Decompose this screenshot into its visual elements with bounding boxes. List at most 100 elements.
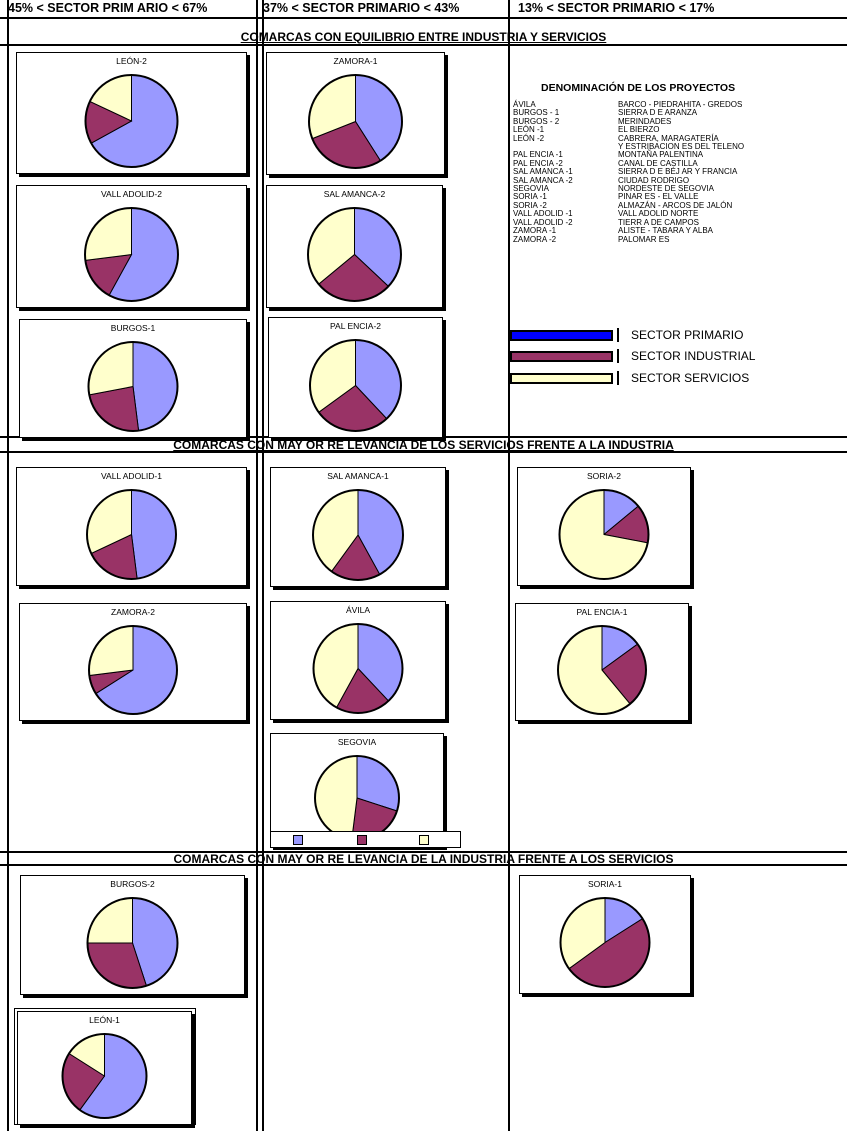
pie-title: PAL ENCIA-1: [576, 607, 628, 617]
legend-name: MERINDADES: [618, 116, 672, 126]
pie-title: ZAMORA-1: [333, 56, 378, 66]
pie-chart-segovia: SEGOVIA: [270, 733, 444, 847]
pie-title: LEÓN-2: [116, 56, 147, 66]
legend-name: ALMAZÁN - ARCOS DE JALÓN: [618, 200, 733, 210]
pie-title: SEGOVIA: [337, 737, 377, 747]
legend-code: SORIA -1: [513, 192, 547, 202]
pie-outline: [312, 489, 404, 581]
legend-names: BARCO - PIEDRAHITA - GREDOS SIERRA D E AR…: [618, 100, 745, 244]
pie-slice-servicios: [88, 625, 134, 677]
legend-title: DENOMINACIÓN DE LOS PROYECTOS: [541, 82, 736, 94]
pie-chart-avila: ÁVILA: [270, 601, 446, 720]
pie-slice-servicios: [314, 755, 358, 841]
legend-code: ZAMORA -1: [513, 226, 557, 236]
grid-line: [0, 864, 847, 866]
pie-svg: [84, 207, 179, 302]
section-title-servicios: COMARCAS CON MAY OR RE LEVANCIA DE LOS S…: [173, 438, 674, 452]
header-col-2: 37% < SECTOR PRIMARIO < 43%: [263, 1, 460, 15]
pie-svg: [88, 625, 178, 715]
legend-codes: ÁVILA BURGOS - 1 BURGOS - 2 LEÓN -1 LEÓN -2 …: [513, 100, 573, 244]
pie-title: LEÓN-1: [89, 1015, 120, 1025]
legend-name: ALISTE - TABARA Y ALBA: [618, 226, 714, 236]
legend-name: CIUDAD RODRIGO: [618, 175, 690, 185]
pie-svg: [312, 489, 404, 581]
pie-title: SAL AMANCA-1: [327, 471, 389, 481]
legend-name: BARCO - PIEDRAHITA - GREDOS: [618, 100, 743, 109]
legend-code: LEÓN -2: [513, 133, 545, 143]
grid-line: [0, 451, 847, 453]
pie-title: VALL ADOLID-2: [101, 189, 162, 199]
legend-name: SIERRA D E BÉJ AR Y FRANCIA: [618, 167, 738, 177]
pie-chart-zamora-2: ZAMORA-2: [19, 603, 247, 721]
grid-line: [256, 0, 258, 1131]
pie-title: ZAMORA-2: [111, 607, 155, 617]
grid-line: [262, 0, 264, 1131]
pie-svg: [86, 489, 177, 580]
legend-code: VALL ADOLID -1: [513, 209, 573, 219]
mini-legend-servicios: [419, 835, 429, 845]
legend-code: ÁVILA: [513, 100, 536, 109]
pie-title: SAL AMANCA-2: [323, 189, 386, 199]
pie-title: VALL ADOLID-1: [101, 471, 162, 481]
legend-name: EL BIERZO: [618, 125, 660, 135]
grid-line: [508, 0, 510, 1131]
legend-name: PALOMAR ES: [618, 234, 670, 244]
pie-outline: [308, 74, 403, 169]
header-col-1: 45% < SECTOR PRIM ARIO < 67%: [8, 1, 208, 15]
legend-tick: [617, 349, 619, 363]
legend-label-primario: SECTOR PRIMARIO: [631, 328, 744, 342]
pie-chart-zamora-1: ZAMORA-1: [266, 52, 445, 175]
pie-title: BURGOS-2: [110, 879, 155, 889]
pie-outline: [558, 489, 650, 580]
pie-chart-salamanca-2: SAL AMANCA-2: [266, 185, 443, 308]
legend-code: PAL ENCIA -2: [513, 158, 563, 168]
legend-name: Y ESTRIBACION ES DEL TELENO: [618, 142, 745, 152]
pie-svg: [84, 74, 179, 168]
mini-legend-primario: [293, 835, 303, 845]
pie-outline: [312, 623, 404, 714]
legend-name: SIERRA D E ARANZA: [618, 108, 698, 118]
pie-svg: [307, 207, 402, 302]
pie-title: BURGOS-1: [110, 323, 156, 333]
legend-code: SAL AMANCA -2: [513, 175, 573, 185]
pie-outline: [87, 341, 179, 432]
legend-name: MONTAÑA PALENTINA: [618, 150, 704, 160]
pie-svg: [309, 339, 402, 432]
pie-chart-leon-2: LEÓN-2: [16, 52, 247, 174]
pie-chart-burgos-2: BURGOS-2: [20, 875, 245, 995]
mini-legend-industrial: [357, 835, 367, 845]
pie-outline: [88, 625, 178, 715]
legend-code: LEÓN -1: [513, 125, 545, 135]
pie-outline: [557, 625, 647, 715]
grid-line: [0, 17, 847, 19]
pie-chart-palencia-1: PAL ENCIA-1: [515, 603, 689, 721]
pie-svg: [308, 74, 403, 169]
legend-code: SAL AMANCA -1: [513, 167, 573, 177]
pie-title: ÁVILA: [345, 605, 371, 615]
legend-name: CABRERA, MARAGATERÍA: [618, 133, 719, 143]
pie-chart-palencia-2: PAL ENCIA-2: [268, 317, 443, 438]
pie-title: PAL ENCIA-2: [329, 321, 382, 331]
legend-label-servicios: SECTOR SERVICIOS: [631, 371, 750, 385]
pie-title: SORIA-2: [586, 471, 621, 481]
pie-chart-soria-1: SORIA-1: [519, 875, 691, 994]
pie-slice-servicios: [84, 207, 132, 261]
pie-title: SORIA-1: [587, 879, 622, 889]
legend-name: CANAL DE CASTILLA: [618, 158, 698, 168]
pie-chart-leon-1: LEÓN-1: [17, 1011, 192, 1125]
pie-outline: [86, 489, 177, 580]
legend-name: PINAR ES - EL VALLE: [618, 192, 699, 202]
pie-slice-primario: [132, 341, 178, 432]
pie-svg: [557, 625, 647, 715]
legend-name: TIERR A DE CAMPOS: [618, 217, 699, 227]
pie-chart-salamanca-1: SAL AMANCA-1: [270, 467, 446, 587]
pie-outline: [84, 207, 179, 302]
pie-outline: [307, 207, 402, 302]
grid-line: [0, 44, 847, 46]
legend-name: VALL ADOLID NORTE: [618, 209, 699, 219]
header-col-3: 13% < SECTOR PRIMARIO < 17%: [518, 1, 715, 15]
pie-slice-primario: [131, 489, 177, 580]
legend-code: SORIA -2: [513, 200, 547, 210]
pie-slice-servicios: [88, 341, 134, 396]
pie-outline: [559, 897, 651, 988]
